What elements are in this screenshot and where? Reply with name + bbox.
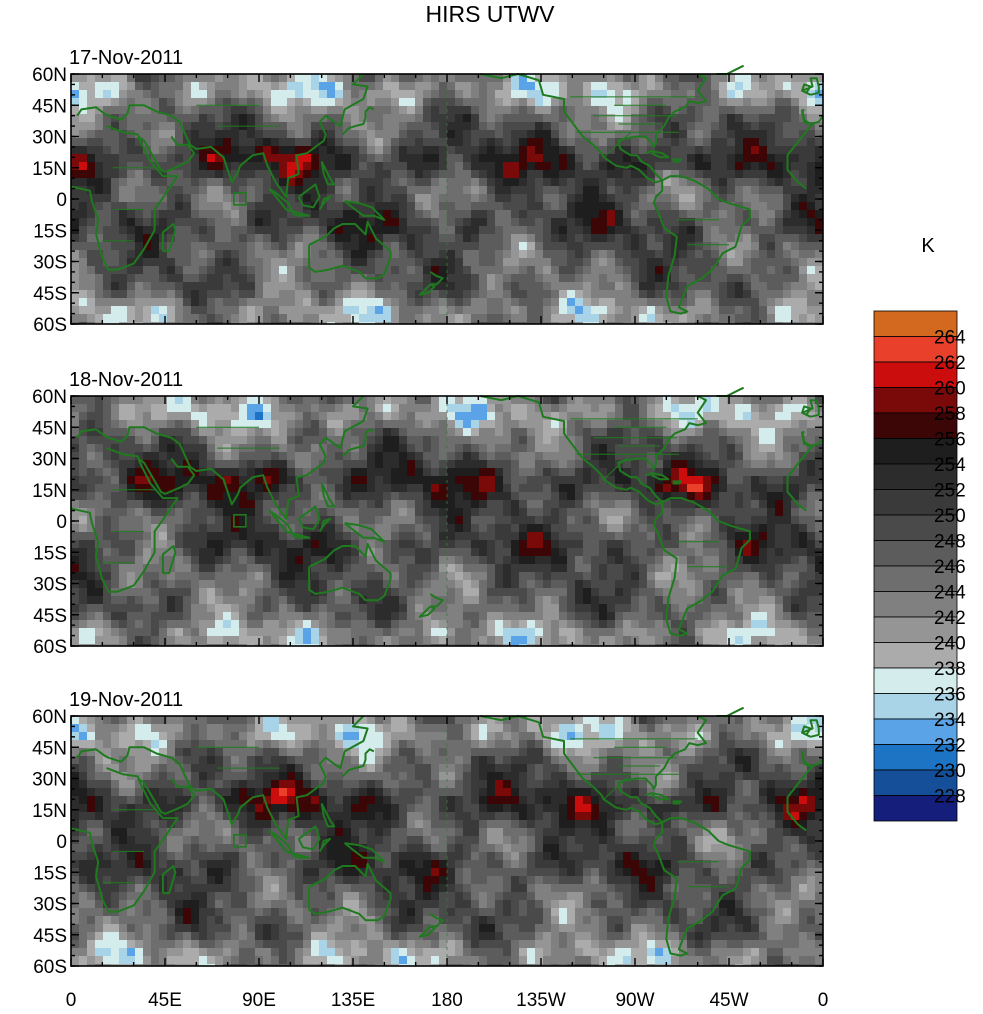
axis-ticks-1 bbox=[70, 73, 824, 325]
lat-label: 45S bbox=[33, 926, 67, 947]
colorbar-swatch bbox=[873, 718, 958, 745]
lat-label: 30S bbox=[33, 895, 67, 916]
utwv-field-1 bbox=[71, 74, 823, 324]
colorbar-label: 236 bbox=[934, 685, 966, 706]
colorbar-label: 238 bbox=[934, 659, 966, 680]
colorbar-label: 258 bbox=[934, 404, 966, 425]
colorbar-swatch bbox=[873, 310, 958, 337]
lat-labels-1: 60N 45N 30N 15N 0 15S 30S 45S 60S bbox=[32, 65, 67, 336]
lat-label: 15S bbox=[33, 221, 67, 242]
lat-label: 45N bbox=[32, 418, 67, 439]
lat-label: 30N bbox=[32, 128, 67, 149]
lat-label: 30S bbox=[33, 253, 67, 274]
colorbar-swatch bbox=[873, 463, 958, 490]
lat-label: 15N bbox=[32, 481, 67, 502]
lat-label: 60S bbox=[33, 957, 67, 978]
lon-label: 0 bbox=[66, 990, 77, 1011]
map-panel-3: 19-Nov-2011 60N 45N 30N 15N 0 15S 30S 45S 60S 0 4… bbox=[32, 689, 828, 1011]
lat-label: 60N bbox=[32, 707, 67, 728]
colorbar-label: 248 bbox=[934, 532, 966, 553]
colorbar-swatch bbox=[873, 667, 958, 694]
colorbar-label: 252 bbox=[934, 481, 966, 502]
coastlines-2 bbox=[70, 386, 824, 646]
utwv-field-3 bbox=[71, 716, 823, 966]
colorbar-unit: K bbox=[921, 235, 935, 257]
utwv-field-2 bbox=[71, 396, 823, 646]
colorbar-swatch bbox=[873, 336, 958, 363]
lat-label: 45S bbox=[33, 284, 67, 305]
colorbar-swatch bbox=[873, 744, 958, 771]
lon-labels: 0 45E 90E 135E 180 135W 90W 45W 0 bbox=[66, 990, 829, 1011]
lon-label: 0 bbox=[818, 990, 829, 1011]
lat-label: 60N bbox=[32, 65, 67, 86]
map-panel-2: 18-Nov-2011 60N 45N 30N 15N 0 15S 30S 45S 60S bbox=[32, 369, 824, 658]
figure-title: HIRS UTWV bbox=[425, 1, 555, 27]
colorbar-label: 244 bbox=[934, 583, 966, 604]
colorbar-swatch bbox=[873, 616, 958, 643]
lon-label: 90E bbox=[242, 990, 276, 1011]
colorbar-swatch bbox=[873, 412, 958, 439]
coastlines-1 bbox=[70, 64, 824, 324]
colorbar-swatch bbox=[873, 387, 958, 414]
colorbar-swatch bbox=[873, 591, 958, 618]
colorbar-label: 240 bbox=[934, 634, 966, 655]
lon-label: 180 bbox=[431, 990, 463, 1011]
lat-labels-3: 60N 45N 30N 15N 0 15S 30S 45S 60S bbox=[32, 707, 67, 978]
colorbar-label: 246 bbox=[934, 557, 966, 578]
panel-date-2: 18-Nov-2011 bbox=[69, 369, 183, 391]
colorbar: 264 262 260 258 256 254 252 250 248 246 244 242 240 2… bbox=[873, 310, 966, 822]
colorbar-label: 256 bbox=[934, 430, 966, 451]
lat-labels-2: 60N 45N 30N 15N 0 15S 30S 45S 60S bbox=[32, 387, 67, 658]
lat-label: 15S bbox=[33, 543, 67, 564]
colorbar-label: 260 bbox=[934, 379, 966, 400]
lat-label: 60S bbox=[33, 315, 67, 336]
colorbar-label: 228 bbox=[934, 787, 966, 808]
lat-label: 15N bbox=[32, 159, 67, 180]
colorbar-swatch bbox=[873, 489, 958, 516]
colorbar-swatch bbox=[873, 795, 958, 822]
lat-label: 0 bbox=[56, 832, 67, 853]
lat-label: 0 bbox=[56, 190, 67, 211]
colorbar-label: 254 bbox=[934, 455, 966, 476]
lon-label: 45E bbox=[148, 990, 182, 1011]
coastlines-3 bbox=[70, 706, 824, 966]
lat-label: 30S bbox=[33, 575, 67, 596]
colorbar-label: 232 bbox=[934, 736, 966, 757]
axis-ticks-2 bbox=[70, 395, 824, 647]
panel-date-3: 19-Nov-2011 bbox=[69, 689, 183, 711]
lon-label: 90W bbox=[615, 990, 654, 1011]
colorbar-label: 230 bbox=[934, 761, 966, 782]
lat-label: 15S bbox=[33, 863, 67, 884]
lat-label: 45N bbox=[32, 738, 67, 759]
axis-ticks-3 bbox=[70, 715, 824, 967]
lat-label: 60N bbox=[32, 387, 67, 408]
colorbar-swatch bbox=[873, 769, 958, 796]
lat-label: 15N bbox=[32, 801, 67, 822]
map-panel-1: 17-Nov-2011 60N 45N 30N 15N 0 15S 30S 45S 60S bbox=[32, 47, 824, 336]
lat-label: 30N bbox=[32, 770, 67, 791]
colorbar-swatch bbox=[873, 438, 958, 465]
colorbar-label: 242 bbox=[934, 608, 966, 629]
lat-label: 45N bbox=[32, 96, 67, 117]
lon-label: 135E bbox=[331, 990, 375, 1011]
colorbar-label: 234 bbox=[934, 710, 966, 731]
lat-label: 45S bbox=[33, 606, 67, 627]
lon-label: 135W bbox=[516, 990, 566, 1011]
lon-label: 45W bbox=[709, 990, 748, 1011]
colorbar-swatch bbox=[873, 361, 958, 388]
colorbar-swatch bbox=[873, 693, 958, 720]
colorbar-label: 262 bbox=[934, 353, 966, 374]
lat-label: 60S bbox=[33, 637, 67, 658]
colorbar-label: 250 bbox=[934, 506, 966, 527]
colorbar-label: 264 bbox=[934, 328, 966, 349]
panel-date-1: 17-Nov-2011 bbox=[69, 47, 183, 69]
lat-label: 30N bbox=[32, 450, 67, 471]
colorbar-swatch bbox=[873, 565, 958, 592]
lat-label: 0 bbox=[56, 512, 67, 533]
